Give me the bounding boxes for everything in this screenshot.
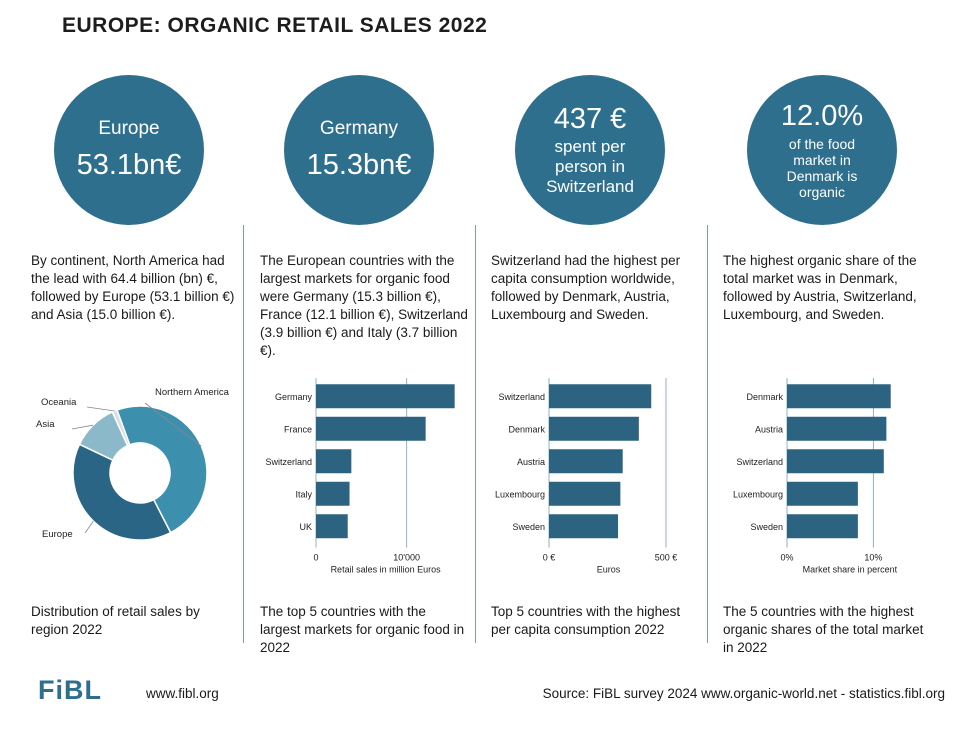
bar-uk — [316, 514, 348, 539]
bar-switzerland — [549, 384, 652, 409]
x-axis-title: Euros — [597, 565, 621, 575]
bar-switzerland — [316, 449, 352, 474]
bar-denmark — [787, 384, 891, 409]
panel-description: The European countries with the largest … — [260, 253, 468, 358]
category-label: UK — [299, 522, 312, 532]
bar-italy — [316, 481, 350, 506]
category-label: Switzerland — [736, 457, 783, 467]
panel-switzerland: 437 € spent per person in Switzerland Sw… — [475, 65, 705, 665]
circle-value: 12.0% — [780, 100, 864, 132]
panel-description: The highest organic share of the total m… — [723, 253, 917, 322]
donut-leader-line — [84, 520, 94, 534]
stat-circle-germany: Germany 15.3bn€ — [284, 75, 434, 225]
bar-chart-per-capita: 0 € 500 € Switzerland Denmark Austria Luxembo… — [475, 365, 705, 585]
bar-austria — [549, 449, 623, 474]
column-divider — [707, 225, 708, 643]
circle-value: 15.3bn€ — [306, 149, 412, 181]
bar-austria — [787, 416, 887, 441]
circle-value: 53.1bn€ — [76, 149, 182, 181]
x-tick-label: 0% — [780, 553, 793, 563]
bar-sweden — [549, 514, 619, 539]
stat-circle-switzerland: 437 € spent per person in Switzerland — [515, 75, 665, 225]
category-label: Luxembourg — [495, 489, 545, 499]
category-label: Switzerland — [498, 392, 545, 402]
column-divider — [243, 225, 244, 643]
circle-label: Germany — [319, 118, 399, 139]
donut-label: Europe — [42, 529, 73, 540]
bar-chart-svg: 0 € 500 € Switzerland Denmark Austria Luxembo… — [495, 378, 678, 575]
chart-caption: The top 5 countries with the largest mar… — [260, 604, 465, 655]
fibl-logo: FiBL — [38, 675, 102, 705]
panel-europe: Europe 53.1bn€ By continent, North Ameri… — [15, 65, 243, 665]
circle-label: Europe — [98, 118, 160, 139]
category-label: Austria — [755, 424, 783, 434]
donut-chart: Northern America Europe Asia Oceania — [15, 365, 245, 585]
x-tick-label: 10'000 — [393, 553, 420, 563]
category-label: France — [284, 424, 312, 434]
bar-chart-svg: 0 10'000 Germany France Switzerland Italy UK Re… — [265, 378, 455, 575]
circle-label: spent per person in Switzerland — [546, 137, 634, 196]
donut-leader-line — [144, 402, 202, 447]
category-label: Denmark — [746, 392, 783, 402]
category-label: Sweden — [512, 522, 545, 532]
category-label: Italy — [295, 489, 312, 499]
column-divider — [475, 225, 476, 643]
bar-germany — [316, 384, 455, 409]
category-label: Sweden — [750, 522, 783, 532]
panel-description: Switzerland had the highest per capita c… — [491, 253, 681, 322]
panel-description: By continent, North America had the lead… — [31, 253, 235, 322]
x-tick-label: 10% — [864, 553, 882, 563]
bar-switzerland — [787, 449, 884, 474]
chart-caption: The 5 countries with the highest organic… — [723, 604, 924, 655]
website-link[interactable]: www.fibl.org — [146, 686, 219, 701]
stat-circle-denmark: 12.0% of the food market in Denmark is o… — [747, 75, 897, 225]
donut-leader-line — [71, 424, 94, 430]
category-label: Switzerland — [265, 457, 312, 467]
chart-caption: Top 5 countries with the highest per cap… — [491, 604, 681, 637]
bar-luxembourg — [787, 481, 858, 506]
source-note: Source: FiBL survey 2024 www.organic-wor… — [542, 686, 945, 701]
category-label: Luxembourg — [733, 489, 783, 499]
donut-label: Asia — [36, 419, 55, 430]
donut-leader-line — [86, 406, 115, 412]
bar-chart-svg: 0% 10% Denmark Austria Switzerland Luxembourg… — [733, 378, 898, 575]
donut-label: Northern America — [155, 387, 230, 398]
panel-denmark: 12.0% of the food market in Denmark is o… — [707, 65, 937, 665]
bar-chart-markets: 0 10'000 Germany France Switzerland Italy UK Re… — [244, 365, 474, 585]
x-tick-label: 0 — [313, 553, 318, 563]
bar-france — [316, 416, 426, 441]
bar-luxembourg — [549, 481, 621, 506]
stat-circle-europe: Europe 53.1bn€ — [54, 75, 204, 225]
bar-sweden — [787, 514, 858, 539]
bar-denmark — [549, 416, 639, 441]
category-label: Denmark — [508, 424, 545, 434]
donut-chart-svg: Northern America Europe Asia Oceania — [36, 387, 230, 541]
donut-slice-northern-america — [116, 405, 208, 534]
donut-slice-europe — [72, 443, 172, 541]
panel-germany: Germany 15.3bn€ The European countries w… — [244, 65, 474, 665]
chart-caption: Distribution of retail sales by region 2… — [31, 604, 200, 637]
x-tick-label: 0 € — [543, 553, 556, 563]
category-label: Austria — [517, 457, 545, 467]
donut-label: Oceania — [41, 397, 77, 408]
circle-value: 437 € — [553, 103, 627, 135]
category-label: Germany — [275, 392, 313, 402]
x-axis-title: Retail sales in million Euros — [331, 565, 442, 575]
page-title: EUROPE: ORGANIC RETAIL SALES 2022 — [62, 14, 488, 37]
x-axis-title: Market share in percent — [803, 565, 898, 575]
donut-slice-oceania — [111, 409, 131, 447]
x-tick-label: 500 € — [655, 553, 678, 563]
circle-label: of the food market in Denmark is organic — [786, 136, 858, 200]
bar-chart-market-share: 0% 10% Denmark Austria Switzerland Luxembourg… — [707, 365, 937, 585]
